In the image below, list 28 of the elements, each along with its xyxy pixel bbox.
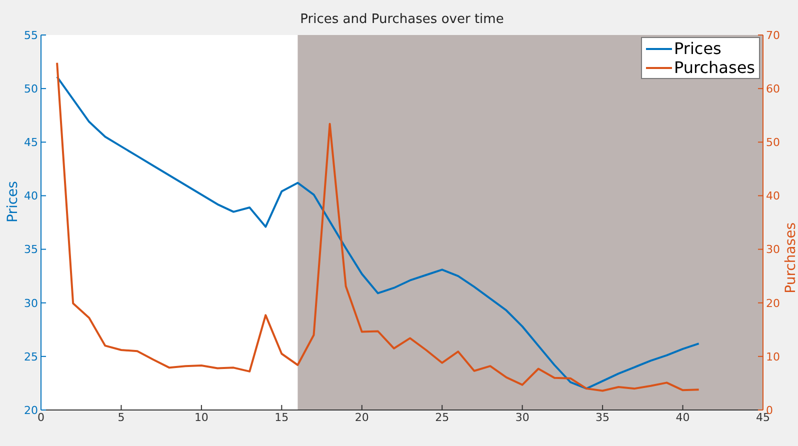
y2-tick-label: 70 xyxy=(766,28,780,42)
y2-tick-label: 50 xyxy=(766,136,780,150)
x-tick-label: 20 xyxy=(354,410,369,424)
y-tick-label: 45 xyxy=(24,136,38,150)
x-tick-label: 30 xyxy=(515,410,530,424)
y-tick-label: 35 xyxy=(24,243,38,256)
y2-tick-label: 60 xyxy=(766,82,780,96)
x-tick-label: 0 xyxy=(38,410,44,424)
y2-axis-title: Purchases xyxy=(782,222,798,294)
x-tick-label: 25 xyxy=(435,410,450,424)
y-tick-label: 30 xyxy=(24,296,38,310)
x-tick-label: 40 xyxy=(676,410,690,424)
y-tick-label: 40 xyxy=(24,190,38,203)
x-tick-label: 10 xyxy=(194,410,208,424)
x-tick-label: 5 xyxy=(118,410,125,424)
y-tick-label: 50 xyxy=(24,82,38,96)
x-tick-label: 15 xyxy=(274,410,289,424)
legend-label: Purchases xyxy=(674,58,755,77)
y-axis-title: Prices xyxy=(4,181,21,222)
y2-tick-label: 40 xyxy=(766,190,780,203)
y-tick-label: 25 xyxy=(24,350,38,364)
y2-tick-label: 20 xyxy=(766,296,780,310)
x-tick-label: 35 xyxy=(596,410,610,424)
y2-tick-label: 10 xyxy=(766,350,780,364)
y-tick-label: 55 xyxy=(24,28,38,42)
legend-label: Prices xyxy=(674,39,722,58)
chart-title: Prices and Purchases over time xyxy=(299,12,505,27)
y2-tick-label: 30 xyxy=(766,243,780,256)
